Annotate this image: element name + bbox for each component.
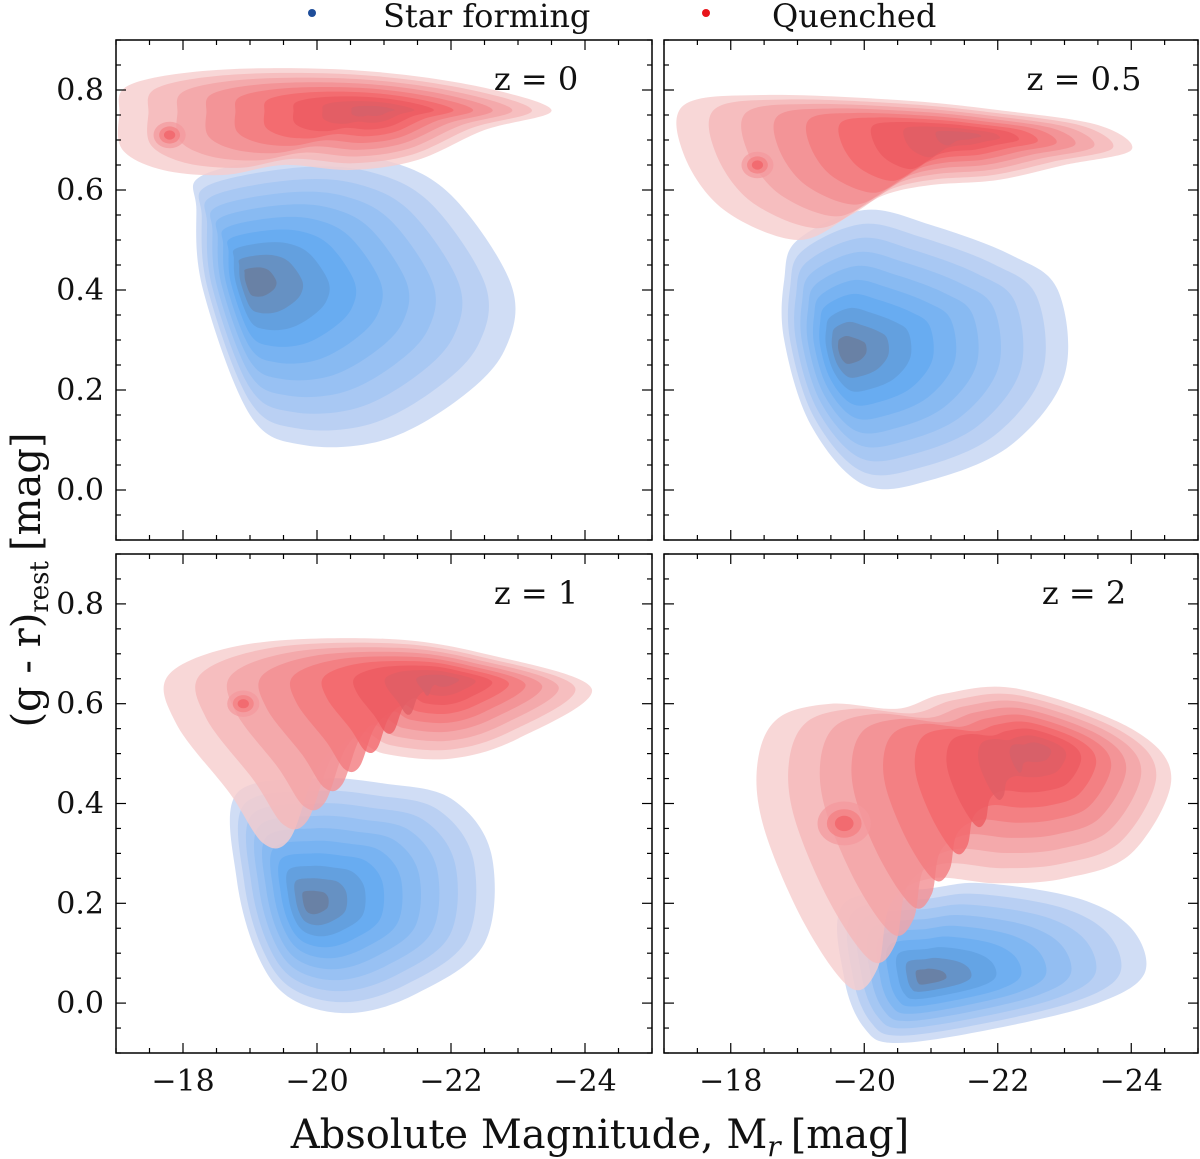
panel-4-x-tick-label: −18 bbox=[699, 1064, 762, 1099]
panel-1-star-forming-contour-level-10 bbox=[244, 267, 277, 297]
panel-4-x-tick-label: −20 bbox=[833, 1064, 896, 1099]
panel-3-y-tick-label: 0.0 bbox=[56, 986, 104, 1021]
panel-4-ticks bbox=[663, 553, 1199, 1054]
y-axis-label: (g - r)rest [mag] bbox=[4, 432, 55, 727]
panel-3-label: z = 1 bbox=[494, 574, 578, 612]
panel-3-quenched-contour-level-9 bbox=[416, 674, 460, 696]
panel-2-label: z = 0.5 bbox=[1027, 60, 1142, 98]
y-axis-label-unit: [mag] bbox=[4, 432, 50, 551]
panel-2-ticks bbox=[663, 39, 1199, 541]
panel-4-x-tick-label: −24 bbox=[1100, 1064, 1163, 1099]
legend-label-star-forming: Star forming bbox=[383, 0, 590, 35]
panel-4-quenched-secondary-peak-1-level-3 bbox=[834, 815, 854, 832]
panel-2-plot-area bbox=[676, 94, 1133, 490]
legend-label-quenched: Quenched bbox=[772, 0, 936, 35]
panel-3-x-tick-label: −22 bbox=[419, 1064, 482, 1099]
panel-1-label: z = 0 bbox=[494, 60, 578, 98]
panel-4-star-forming-contour-level-9 bbox=[915, 968, 947, 985]
panel-1-quenched-secondary-peak-1-level-3 bbox=[163, 130, 176, 140]
panel-2: z = 0.5 bbox=[663, 39, 1199, 541]
panel-2-star-forming-contour-level-10 bbox=[837, 335, 867, 364]
panel-3-quenched-secondary-peak-1-level-3 bbox=[237, 699, 249, 709]
legend-marker-star-forming bbox=[308, 9, 316, 17]
panel-3: z = 1 0.0 0.2 0.4 0.6 0.8 −18 −20 −22 −24 bbox=[56, 553, 653, 1099]
panel-3-y-tick-label: 0.4 bbox=[56, 787, 104, 822]
panel-1-y-tick-label: 0.0 bbox=[56, 473, 104, 508]
panel-1-y-tick-label: 0.4 bbox=[56, 273, 104, 308]
x-axis-label-unit: [mag] bbox=[791, 1112, 910, 1158]
x-axis-label: Absolute Magnitude, Mr [mag] bbox=[290, 1112, 910, 1159]
panel-1-plot-area bbox=[117, 68, 552, 448]
panel-3-x-tick-label: −18 bbox=[151, 1064, 214, 1099]
panel-1-y-tick-label: 0.8 bbox=[56, 73, 104, 108]
panel-4: z = 2 −18 −20 −22 −24 bbox=[663, 553, 1199, 1099]
panel-1-ticks bbox=[115, 39, 653, 541]
panel-1: z = 0 0.0 0.2 0.4 0.6 0.8 bbox=[56, 39, 653, 541]
y-axis-label-text: (g - r) bbox=[4, 613, 50, 728]
panel-1-y-tick-label: 0.2 bbox=[56, 373, 104, 408]
legend-marker-quenched bbox=[702, 9, 710, 17]
panel-3-y-tick-label: 0.2 bbox=[56, 886, 104, 921]
panel-2-quenched-secondary-peak-1-level-3 bbox=[751, 160, 764, 170]
panel-1-y-tick-label: 0.6 bbox=[56, 173, 104, 208]
panel-4-label: z = 2 bbox=[1042, 574, 1126, 612]
panel-3-y-tick-label: 0.8 bbox=[56, 587, 104, 622]
panel-3-ticks bbox=[115, 553, 653, 1054]
panel-2-quenched-contour-level-9 bbox=[935, 130, 982, 146]
panel-4-quenched-contour-level-9 bbox=[1009, 742, 1052, 773]
panels: z = 0 0.0 0.2 0.4 0.6 0.8 z = 0.5 z = 1 0.0 0.2 0.… bbox=[56, 39, 1199, 1099]
x-axis-label-subscript: r bbox=[767, 1130, 782, 1159]
panel-1-quenched-contour-level-9 bbox=[351, 105, 395, 117]
x-axis-label-text: Absolute Magnitude, M bbox=[290, 1112, 768, 1158]
panel-4-x-tick-label: −22 bbox=[966, 1064, 1029, 1099]
panel-3-star-forming-contour-level-10 bbox=[302, 890, 329, 915]
panel-3-x-tick-label: −24 bbox=[553, 1064, 616, 1099]
y-axis-label-subscript: rest bbox=[25, 560, 55, 612]
panel-3-x-tick-label: −20 bbox=[285, 1064, 348, 1099]
panel-4-plot-area bbox=[756, 686, 1172, 1043]
panel-3-y-tick-label: 0.6 bbox=[56, 687, 104, 722]
panel-3-plot-area bbox=[163, 638, 593, 1014]
legend: Star forming Quenched bbox=[308, 0, 936, 35]
